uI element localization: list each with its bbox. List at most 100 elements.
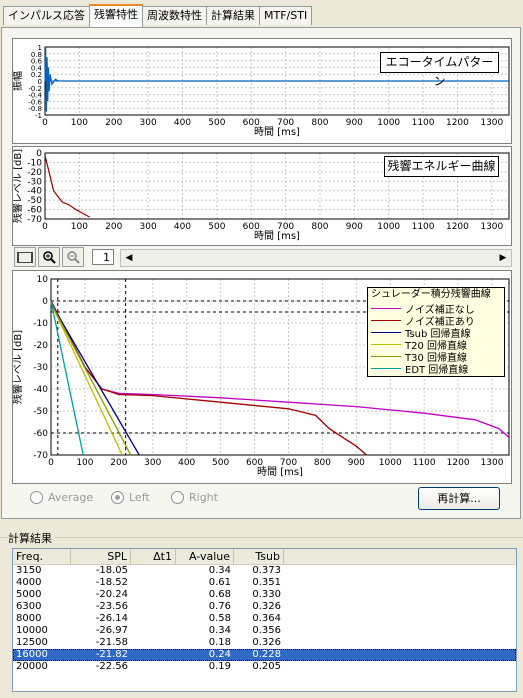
y-tick-label: -20 [33, 341, 48, 351]
cell-dt1 [131, 589, 176, 601]
x-tick-label: 1100 [412, 118, 435, 128]
header-freq[interactable]: Freq. [13, 549, 71, 564]
radio-left-dot[interactable] [111, 491, 124, 504]
x-tick-label: 900 [346, 222, 363, 232]
cell-dt1 [131, 565, 176, 577]
page-number-field[interactable]: 1 [92, 249, 114, 265]
x-tick-label: 300 [140, 222, 157, 232]
cell-a-value: 0.61 [208, 577, 231, 588]
y-axis-label: 振幅 [13, 71, 24, 91]
cell-a-value: 0.68 [208, 589, 231, 600]
x-tick-label: 700 [277, 118, 294, 128]
radio-left-label: Left [129, 491, 150, 504]
y-tick-label: 0.6 [31, 58, 43, 66]
x-tick-label: 200 [110, 458, 127, 468]
series-line [50, 302, 123, 456]
x-tick-label: 500 [212, 458, 229, 468]
y-tick-label: -40 [27, 187, 42, 197]
cell-freq: 10000 [16, 625, 48, 636]
header-tsub[interactable]: Tsub [234, 549, 284, 564]
x-tick-label: 900 [348, 458, 365, 468]
schroeder-pane: 0 100 200 300 400 500 600 700 800 900 1000 1100 1200… [11, 270, 512, 484]
table-row[interactable]: 3150 -18.05 0.34 0.373 [13, 565, 516, 577]
schroeder-legend: シュレーダー積分残響曲線 ノイズ補正なし ノイズ補正あり Tsub 回帰直線 T20 … [367, 287, 505, 377]
cell-dt1 [131, 601, 176, 613]
legend-item: T30 回帰直線 [371, 350, 501, 364]
legend-label: T30 回帰直線 [405, 352, 468, 364]
radio-average[interactable]: Average [30, 491, 93, 504]
horizontal-scrollbar[interactable]: ◀ ▶ [120, 249, 512, 267]
cell-tsub: 0.330 [252, 589, 281, 600]
radio-left[interactable]: Left [111, 491, 150, 504]
table-row[interactable]: 20000 -22.56 0.19 0.205 [13, 661, 516, 673]
plot-frame [44, 152, 510, 220]
cell-spl: -21.58 [95, 637, 128, 648]
y-tick-label: 0 [38, 78, 42, 86]
cell-freq: 16000 [16, 649, 48, 660]
table-row[interactable]: 5000 -20.24 0.68 0.330 [13, 589, 516, 601]
legend-item: T20 回帰直線 [371, 338, 501, 352]
results-header: Freq. SPL Δt1 A-value Tsub [13, 549, 516, 565]
tab-impulse-response[interactable]: インパルス応答 [3, 6, 90, 25]
legend-label: ノイズ補正あり [405, 316, 475, 328]
radio-right-dot[interactable] [171, 491, 184, 504]
tab-results[interactable]: 計算結果 [206, 6, 260, 25]
zoom-out-button[interactable] [62, 247, 84, 267]
radio-right[interactable]: Right [171, 491, 218, 504]
table-row[interactable]: 4000 -18.52 0.61 0.351 [13, 577, 516, 589]
cell-spl: -26.14 [95, 613, 128, 624]
tab-frequency[interactable]: 周波数特性 [142, 6, 207, 25]
cell-a-value: 0.76 [208, 601, 231, 612]
plot-frame [50, 278, 510, 456]
x-tick-label: 1100 [413, 458, 436, 468]
fit-view-button[interactable] [14, 247, 36, 267]
cell-dt1 [131, 625, 176, 637]
results-rows: 3150 -18.05 0.34 0.373 4000 -18.52 0.61 0.351 50… [13, 565, 516, 673]
recalculate-button[interactable]: 再計算... [418, 487, 500, 510]
legend-item: EDT 回帰直線 [371, 362, 501, 376]
y-tick-label: 0.8 [31, 51, 42, 59]
cell-a-value: 0.34 [208, 625, 231, 636]
cell-freq: 20000 [16, 661, 48, 672]
results-table[interactable]: Freq. SPL Δt1 A-value Tsub 3150 -18.05 0.3… [12, 548, 517, 692]
x-tick-label: 600 [246, 458, 263, 468]
header-dt1[interactable]: Δt1 [131, 549, 176, 564]
cell-dt1 [131, 577, 176, 589]
table-row[interactable]: 16000 -21.82 0.24 0.228 [13, 649, 516, 661]
legend-label: EDT 回帰直線 [405, 364, 469, 376]
x-tick-label: 1100 [412, 222, 435, 232]
cell-tsub: 0.351 [252, 577, 281, 588]
x-tick-label: 100 [71, 222, 88, 232]
table-row[interactable]: 8000 -26.14 0.58 0.364 [13, 613, 516, 625]
x-tick-label: 400 [174, 118, 191, 128]
cell-spl: -26.97 [95, 625, 128, 636]
legend-swatch [371, 367, 401, 369]
y-tick-label: -60 [33, 429, 48, 439]
tab-mtf-sti[interactable]: MTF/STI [259, 6, 313, 25]
cell-dt1 [131, 649, 176, 661]
scroll-left-icon[interactable]: ◀ [125, 253, 133, 263]
x-tick-label: 0 [42, 222, 48, 232]
table-row[interactable]: 10000 -26.97 0.34 0.356 [13, 625, 516, 637]
legend-title: シュレーダー積分残響曲線 [371, 289, 491, 300]
radio-average-dot[interactable] [30, 491, 43, 504]
legend-item: ノイズ補正あり [371, 314, 501, 328]
tab-reverberation[interactable]: 残響特性 [89, 4, 143, 27]
energy-curve-pane: 0 100 200 300 400 500 600 700 800 900 1000 1100 1200… [11, 146, 512, 246]
cell-tsub: 0.373 [252, 565, 281, 576]
legend-label: Tsub 回帰直線 [405, 328, 471, 340]
zoom-in-button[interactable] [38, 247, 60, 267]
scroll-right-icon[interactable]: ▶ [499, 253, 507, 263]
cell-freq: 12500 [16, 637, 48, 648]
table-row[interactable]: 12500 -21.58 0.18 0.326 [13, 637, 516, 649]
series-line [44, 46, 509, 112]
legend-swatch [371, 343, 401, 345]
x-tick-label: 1200 [446, 118, 469, 128]
table-row[interactable]: 6300 -23.56 0.76 0.326 [13, 601, 516, 613]
x-tick-label: 100 [76, 458, 93, 468]
header-spl[interactable]: SPL [71, 549, 131, 564]
y-tick-label: -30 [27, 177, 42, 187]
cell-freq: 8000 [16, 613, 42, 624]
y-tick-label: 0 [36, 149, 42, 159]
header-a-value[interactable]: A-value [176, 549, 234, 564]
